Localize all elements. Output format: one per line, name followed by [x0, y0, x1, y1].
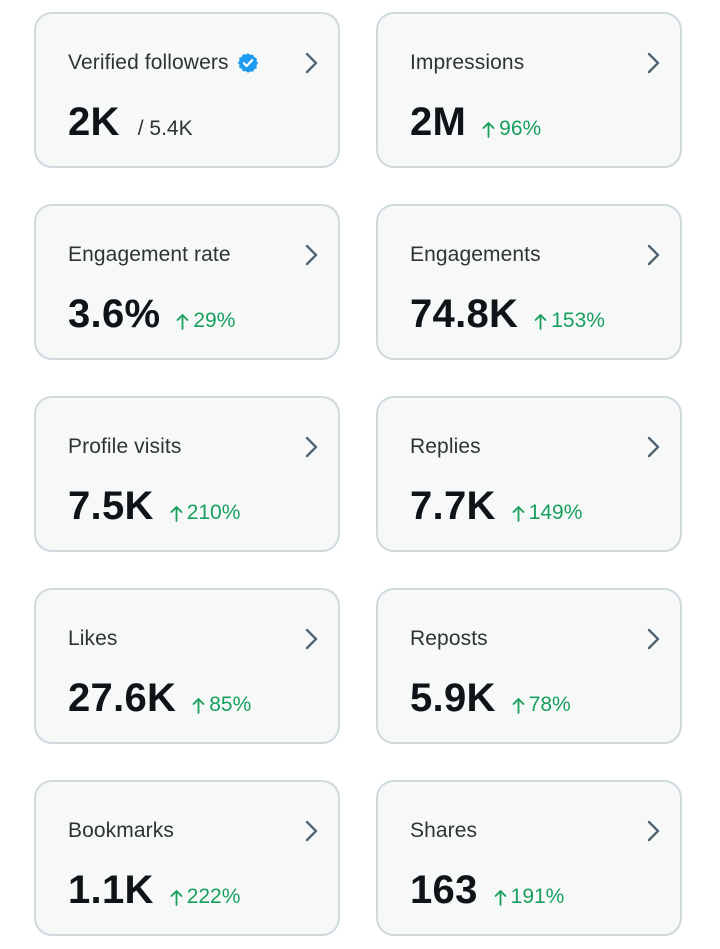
- chevron-right-icon: [647, 436, 660, 458]
- metric-card-bookmarks[interactable]: Bookmarks 1.1K 222%: [34, 780, 340, 936]
- arrow-up-icon: [534, 314, 547, 330]
- metric-value: 2M: [410, 100, 467, 144]
- metric-change: 153%: [534, 309, 605, 333]
- metric-label: Impressions: [410, 51, 525, 74]
- metric-card-profile-visits[interactable]: Profile visits 7.5K 210%: [34, 396, 340, 552]
- metric-change-value: 29%: [193, 309, 236, 332]
- metric-label: Bookmarks: [68, 819, 174, 842]
- metric-change: 78%: [512, 693, 571, 717]
- metric-change: 210%: [170, 501, 241, 525]
- chevron-right-icon: [647, 820, 660, 842]
- metric-card-shares[interactable]: Shares 163 191%: [376, 780, 682, 936]
- metric-value: 163: [410, 868, 478, 912]
- chevron-right-icon: [305, 52, 318, 74]
- arrow-up-icon: [482, 122, 495, 138]
- metric-label: Likes: [68, 627, 118, 650]
- metric-value: 2K: [68, 100, 120, 144]
- chevron-right-icon: [647, 52, 660, 74]
- metric-change: 29%: [176, 309, 235, 333]
- metric-label-row: Bookmarks: [68, 816, 174, 846]
- chevron-right-icon: [305, 436, 318, 458]
- metric-value-row: 2M 96%: [410, 100, 541, 145]
- metric-value-row: 7.7K 149%: [410, 484, 582, 529]
- chevron-right-icon: [305, 628, 318, 650]
- arrow-up-icon: [192, 698, 205, 714]
- metric-value: 74.8K: [410, 292, 519, 336]
- metric-card-likes[interactable]: Likes 27.6K 85%: [34, 588, 340, 744]
- metric-value-row: 3.6% 29%: [68, 292, 235, 337]
- metric-label: Shares: [410, 819, 478, 842]
- metric-value: 1.1K: [68, 868, 154, 912]
- metric-value: 3.6%: [68, 292, 161, 336]
- metric-card-verified-followers[interactable]: Verified followers 2K / 5.4K: [34, 12, 340, 168]
- chevron-right-icon: [305, 820, 318, 842]
- metric-label-row: Impressions: [410, 48, 524, 78]
- verified-badge-icon: [237, 53, 258, 73]
- metric-card-replies[interactable]: Replies 7.7K 149%: [376, 396, 682, 552]
- metric-change-value: 78%: [528, 693, 571, 716]
- arrow-up-icon: [170, 506, 183, 522]
- metric-value: 27.6K: [68, 676, 177, 720]
- metric-change: 149%: [512, 501, 583, 525]
- metric-card-engagements[interactable]: Engagements 74.8K 153%: [376, 204, 682, 360]
- chevron-right-icon: [647, 244, 660, 266]
- metric-value-row: 27.6K 85%: [68, 676, 251, 721]
- metric-value-row: 163 191%: [410, 868, 564, 913]
- metric-total: / 5.4K: [137, 117, 193, 140]
- metric-label-row: Verified followers: [68, 48, 259, 78]
- metric-change-value: 96%: [499, 117, 542, 140]
- arrow-up-icon: [512, 698, 525, 714]
- metric-change: 222%: [170, 885, 241, 909]
- metric-value-row: 74.8K 153%: [410, 292, 605, 337]
- metric-label-row: Engagements: [410, 240, 541, 270]
- chevron-right-icon: [647, 628, 660, 650]
- metric-label-row: Shares: [410, 816, 477, 846]
- metric-label: Profile visits: [68, 435, 182, 458]
- metric-card-impressions[interactable]: Impressions 2M 96%: [376, 12, 682, 168]
- arrow-up-icon: [494, 890, 507, 906]
- metric-change: 191%: [494, 885, 565, 909]
- metric-label-row: Engagement rate: [68, 240, 231, 270]
- arrow-up-icon: [170, 890, 183, 906]
- metric-change: 96%: [482, 117, 541, 141]
- metric-label-row: Likes: [68, 624, 118, 654]
- arrow-up-icon: [176, 314, 189, 330]
- metric-label-row: Profile visits: [68, 432, 181, 462]
- metric-label: Verified followers: [68, 51, 229, 74]
- arrow-up-icon: [512, 506, 525, 522]
- metric-label: Replies: [410, 435, 481, 458]
- metric-change-value: 210%: [186, 501, 241, 524]
- metric-value: 7.5K: [68, 484, 154, 528]
- chevron-right-icon: [305, 244, 318, 266]
- metric-card-reposts[interactable]: Reposts 5.9K 78%: [376, 588, 682, 744]
- metric-label: Engagements: [410, 243, 541, 266]
- metric-change-value: 149%: [528, 501, 583, 524]
- metric-change-value: 85%: [209, 693, 252, 716]
- metric-change-value: 222%: [186, 885, 241, 908]
- metric-label: Reposts: [410, 627, 488, 650]
- metric-value: 7.7K: [410, 484, 496, 528]
- metric-value-row: 7.5K 210%: [68, 484, 240, 529]
- metric-card-engagement-rate[interactable]: Engagement rate 3.6% 29%: [34, 204, 340, 360]
- metric-label-row: Replies: [410, 432, 481, 462]
- metric-label-row: Reposts: [410, 624, 488, 654]
- metric-label: Engagement rate: [68, 243, 231, 266]
- metric-change: 85%: [192, 693, 251, 717]
- metric-change-value: 191%: [510, 885, 565, 908]
- metric-value-row: 1.1K 222%: [68, 868, 240, 913]
- metric-value-row: 5.9K 78%: [410, 676, 571, 721]
- metric-value-row: 2K / 5.4K: [68, 100, 193, 145]
- metric-value: 5.9K: [410, 676, 496, 720]
- metric-change-value: 153%: [551, 309, 605, 332]
